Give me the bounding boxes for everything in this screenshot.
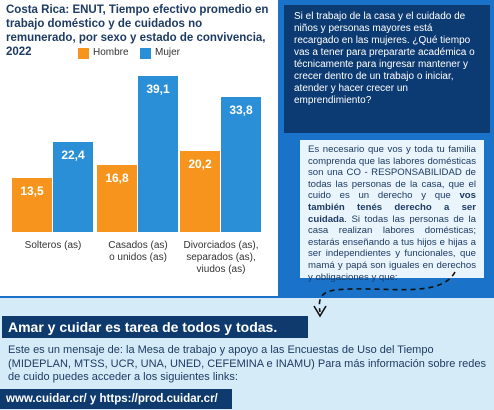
x-tick-label: Casados (as) o unidos (as) — [108, 240, 168, 263]
bar — [221, 96, 261, 232]
legend-swatch — [78, 48, 89, 59]
note-text: . Si todas las personas de la casa reali… — [308, 213, 476, 283]
footer-heading: Amar y cuidar es tarea de todos y todas. — [2, 316, 308, 338]
footer-links: www.cuidar.cr/ y https://prod.cuidar.cr/ — [0, 389, 232, 409]
bar — [53, 142, 93, 232]
value-label: 20,2 — [188, 157, 212, 172]
x-tick-label: Divorciados (as), separados (as), viudos… — [183, 240, 259, 275]
bar — [97, 164, 137, 232]
bar — [138, 75, 178, 232]
callout: Si el trabajo de la casa y el cuidado de… — [284, 5, 490, 133]
value-label: 16,8 — [105, 170, 129, 185]
note-text: vos también tenés derecho a ser cuidada — [308, 190, 476, 225]
note: Es necesario que vos y toda tu familia c… — [300, 140, 484, 283]
bar — [180, 151, 220, 232]
note-text: Es necesario que vos y toda tu familia c… — [308, 144, 476, 202]
footer-text: Este es un mensaje de: la Mesa de trabaj… — [8, 344, 486, 383]
value-label: 33,8 — [229, 102, 253, 117]
value-label: 39,1 — [146, 81, 170, 96]
chart-panel: Costa Rica: ENUT, Tiempo efectivo promed… — [0, 0, 278, 296]
value-label: 22,4 — [61, 148, 85, 163]
chart-title: Costa Rica: ENUT, Tiempo efectivo promed… — [6, 4, 269, 58]
value-label: 13,5 — [20, 184, 44, 198]
legend-label: Mujer — [155, 47, 181, 58]
bar — [12, 178, 52, 232]
legend-swatch — [140, 48, 151, 59]
legend-label: Hombre — [93, 47, 129, 58]
x-tick-label: Solteros (as) — [24, 240, 82, 251]
